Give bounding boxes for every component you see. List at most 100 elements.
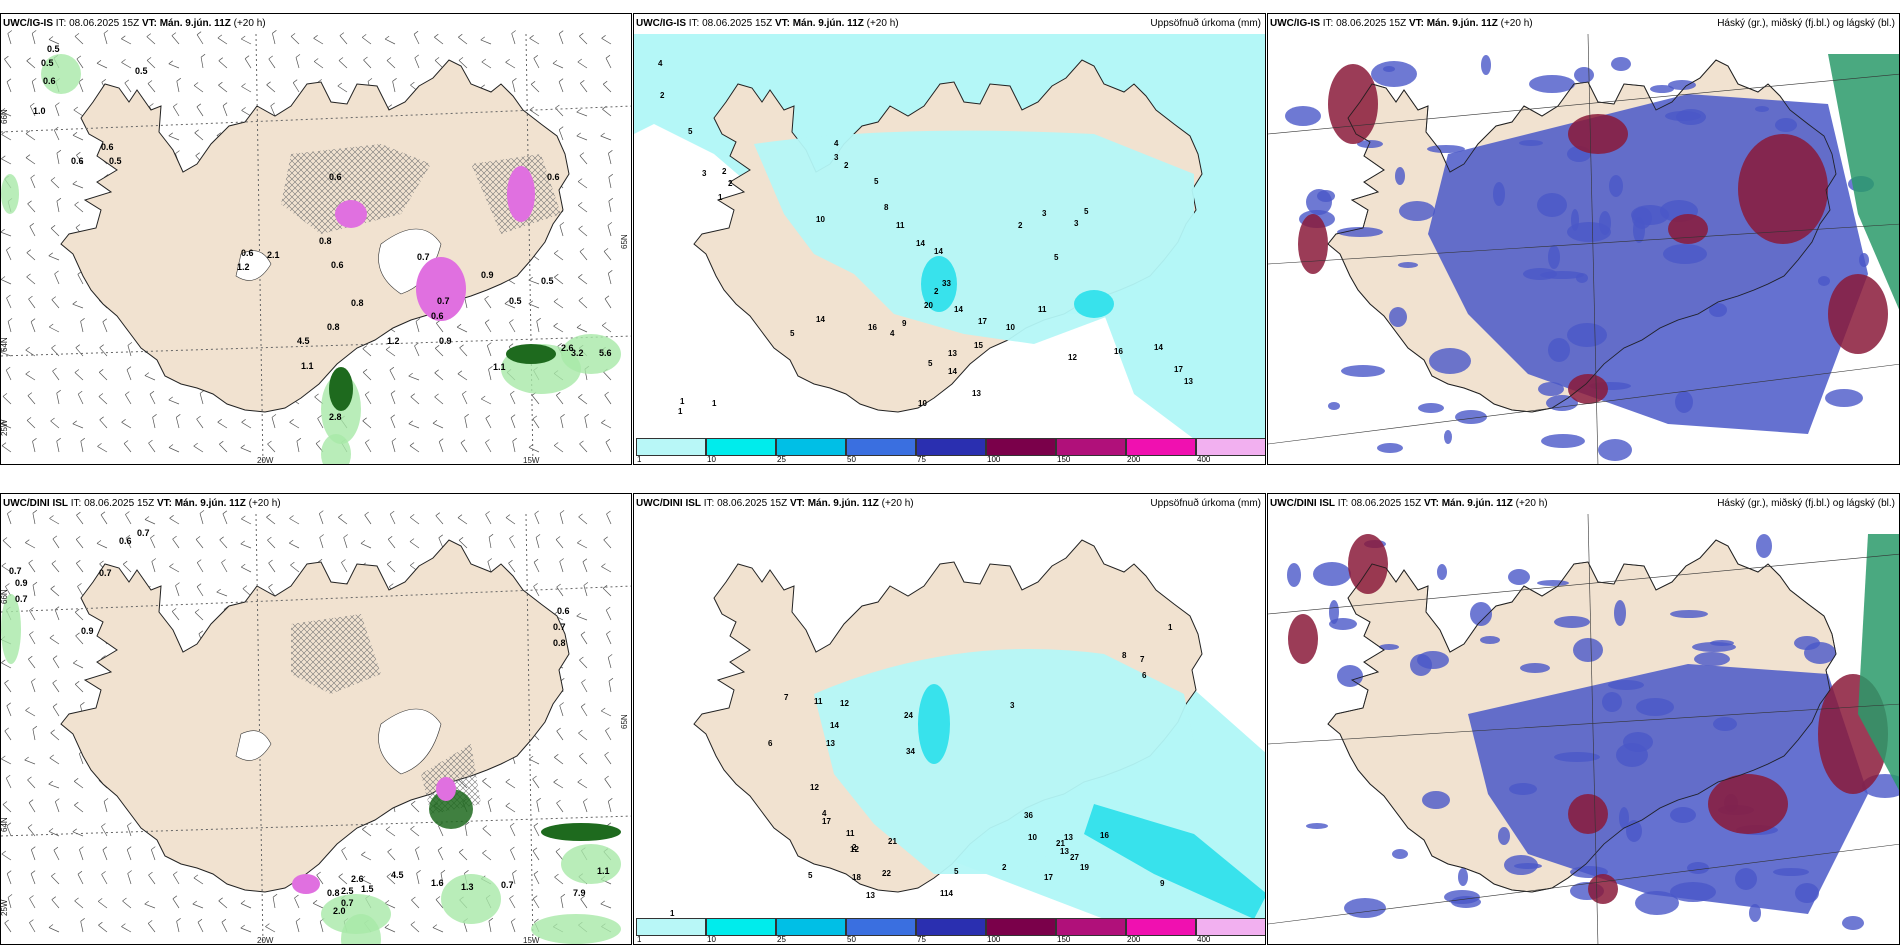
- precip-value: 16: [1114, 347, 1123, 356]
- precip-value: 3: [1042, 209, 1047, 218]
- wind-barb-flag: [411, 896, 416, 901]
- wind-barb: [78, 753, 84, 765]
- wind-barb: [529, 109, 540, 117]
- wind-barb-flag: [294, 894, 299, 899]
- wind-barb-flag: [7, 30, 13, 34]
- wind-barb: [552, 63, 564, 69]
- wind-barb-flag: [50, 585, 55, 590]
- wind-barb-flag: [242, 585, 248, 589]
- wind-barb-flag: [76, 511, 81, 516]
- wind-barb-flag: [386, 560, 392, 565]
- wind-barb: [434, 348, 444, 357]
- wind-barb-flag: [505, 514, 511, 518]
- colorbar-label: 1: [637, 935, 642, 944]
- iceland-coastline: [1327, 539, 1837, 893]
- wind-precip-value: 2.8: [329, 412, 342, 422]
- wind-barb-flag: [535, 534, 541, 538]
- wind-barb-flag: [410, 81, 415, 86]
- wind-barb: [173, 106, 180, 117]
- wind-barb-flag: [292, 79, 298, 83]
- wind-barb: [601, 38, 612, 45]
- wind-barb-flag: [482, 825, 488, 829]
- precip-value: 5: [808, 871, 813, 880]
- precip-value: 2: [1018, 221, 1023, 230]
- wind-barb-flag: [31, 846, 36, 850]
- wind-barb-flag: [6, 246, 11, 251]
- wind-barb-flag: [464, 821, 470, 826]
- precip-value: 5: [790, 329, 795, 338]
- wind-barb: [241, 86, 252, 93]
- wind-barb: [580, 898, 588, 909]
- precip-value: 9: [1160, 879, 1165, 888]
- wind-barb-flag: [314, 393, 319, 398]
- low-cloud-patch: [1636, 698, 1674, 716]
- wind-barb-flag: [602, 80, 608, 85]
- wind-barb-flag: [554, 873, 559, 878]
- wind-barb: [312, 902, 324, 909]
- wind-barb-flag: [435, 896, 441, 900]
- wind-barb-flag: [295, 918, 301, 922]
- wind-barb: [169, 566, 180, 573]
- wind-barb-flag: [25, 370, 30, 375]
- wind-barb-flag: [127, 342, 133, 346]
- precip-value: 14: [816, 315, 825, 324]
- wind-barb: [555, 539, 564, 549]
- wind-barb: [48, 255, 60, 261]
- low-cloud-patch: [1437, 564, 1447, 580]
- wind-barb: [32, 729, 36, 741]
- wind-barb-flag: [29, 223, 35, 227]
- wind-barb: [533, 586, 540, 597]
- wind-barb-flag: [341, 559, 346, 563]
- wind-barb-flag: [175, 582, 180, 586]
- wind-barb-flag: [75, 344, 81, 348]
- wind-barb: [6, 249, 12, 261]
- wind-barb: [488, 369, 492, 381]
- wind-barb-flag: [605, 438, 611, 443]
- wind-barb-flag: [608, 677, 614, 682]
- precip-value: 5: [688, 127, 693, 136]
- wind-barb-flag: [606, 630, 611, 635]
- wind-precip-labels: 0.5 0.5 0.6 1.0 0.6 0.5 0.6 0.6 0.8 1.2 0.6 2.1 4.5 0…: [33, 44, 612, 422]
- precip-green-area: [561, 844, 621, 884]
- wind-barb: [579, 755, 588, 765]
- wind-barb: [197, 922, 204, 933]
- wind-barb: [147, 923, 156, 933]
- precip-green-area: [1, 594, 21, 664]
- wind-barb-flag: [409, 562, 415, 566]
- low-cloud-patch: [1313, 562, 1351, 586]
- wind-barb-flag: [528, 755, 534, 760]
- wind-barb-flag: [556, 392, 561, 396]
- precip-value: 10: [1028, 833, 1037, 842]
- wind-barb-flag: [1, 348, 5, 353]
- wind-precip-value: 0.8: [327, 322, 340, 332]
- wind-barb: [266, 84, 276, 93]
- wind-barb-flag: [384, 35, 390, 40]
- wind-barb: [48, 783, 60, 789]
- wind-barb: [578, 516, 588, 525]
- wind-precip-value: 2.6: [561, 343, 574, 353]
- wind-barb: [172, 898, 180, 909]
- wind-barb: [504, 303, 516, 309]
- wind-barb: [6, 81, 12, 93]
- wind-barb-flag: [367, 78, 373, 82]
- colorbar-swatch: [986, 918, 1056, 936]
- wind-barb-flag: [98, 921, 103, 926]
- wind-barb: [127, 825, 132, 837]
- precip-value: 7: [784, 693, 789, 702]
- low-cloud-patch: [1529, 75, 1575, 93]
- wind-barb: [438, 441, 444, 453]
- wind-barb: [32, 585, 36, 597]
- wind-barb-flag: [29, 895, 34, 899]
- precip-value: 5: [954, 867, 959, 876]
- wind-barb-flag: [176, 918, 181, 922]
- wind-barb-flag: [195, 152, 200, 156]
- wind-barb-flag: [101, 79, 107, 83]
- wind-barb-flag: [126, 366, 132, 370]
- wind-barb-flag: [4, 55, 9, 60]
- wind-barb-flag: [365, 439, 370, 443]
- wind-precip-value: 0.7: [553, 622, 566, 632]
- wind-barb-flag: [173, 871, 178, 875]
- wind-barb: [28, 298, 36, 309]
- wind-barb-flag: [487, 798, 493, 802]
- wind-barb: [55, 105, 60, 117]
